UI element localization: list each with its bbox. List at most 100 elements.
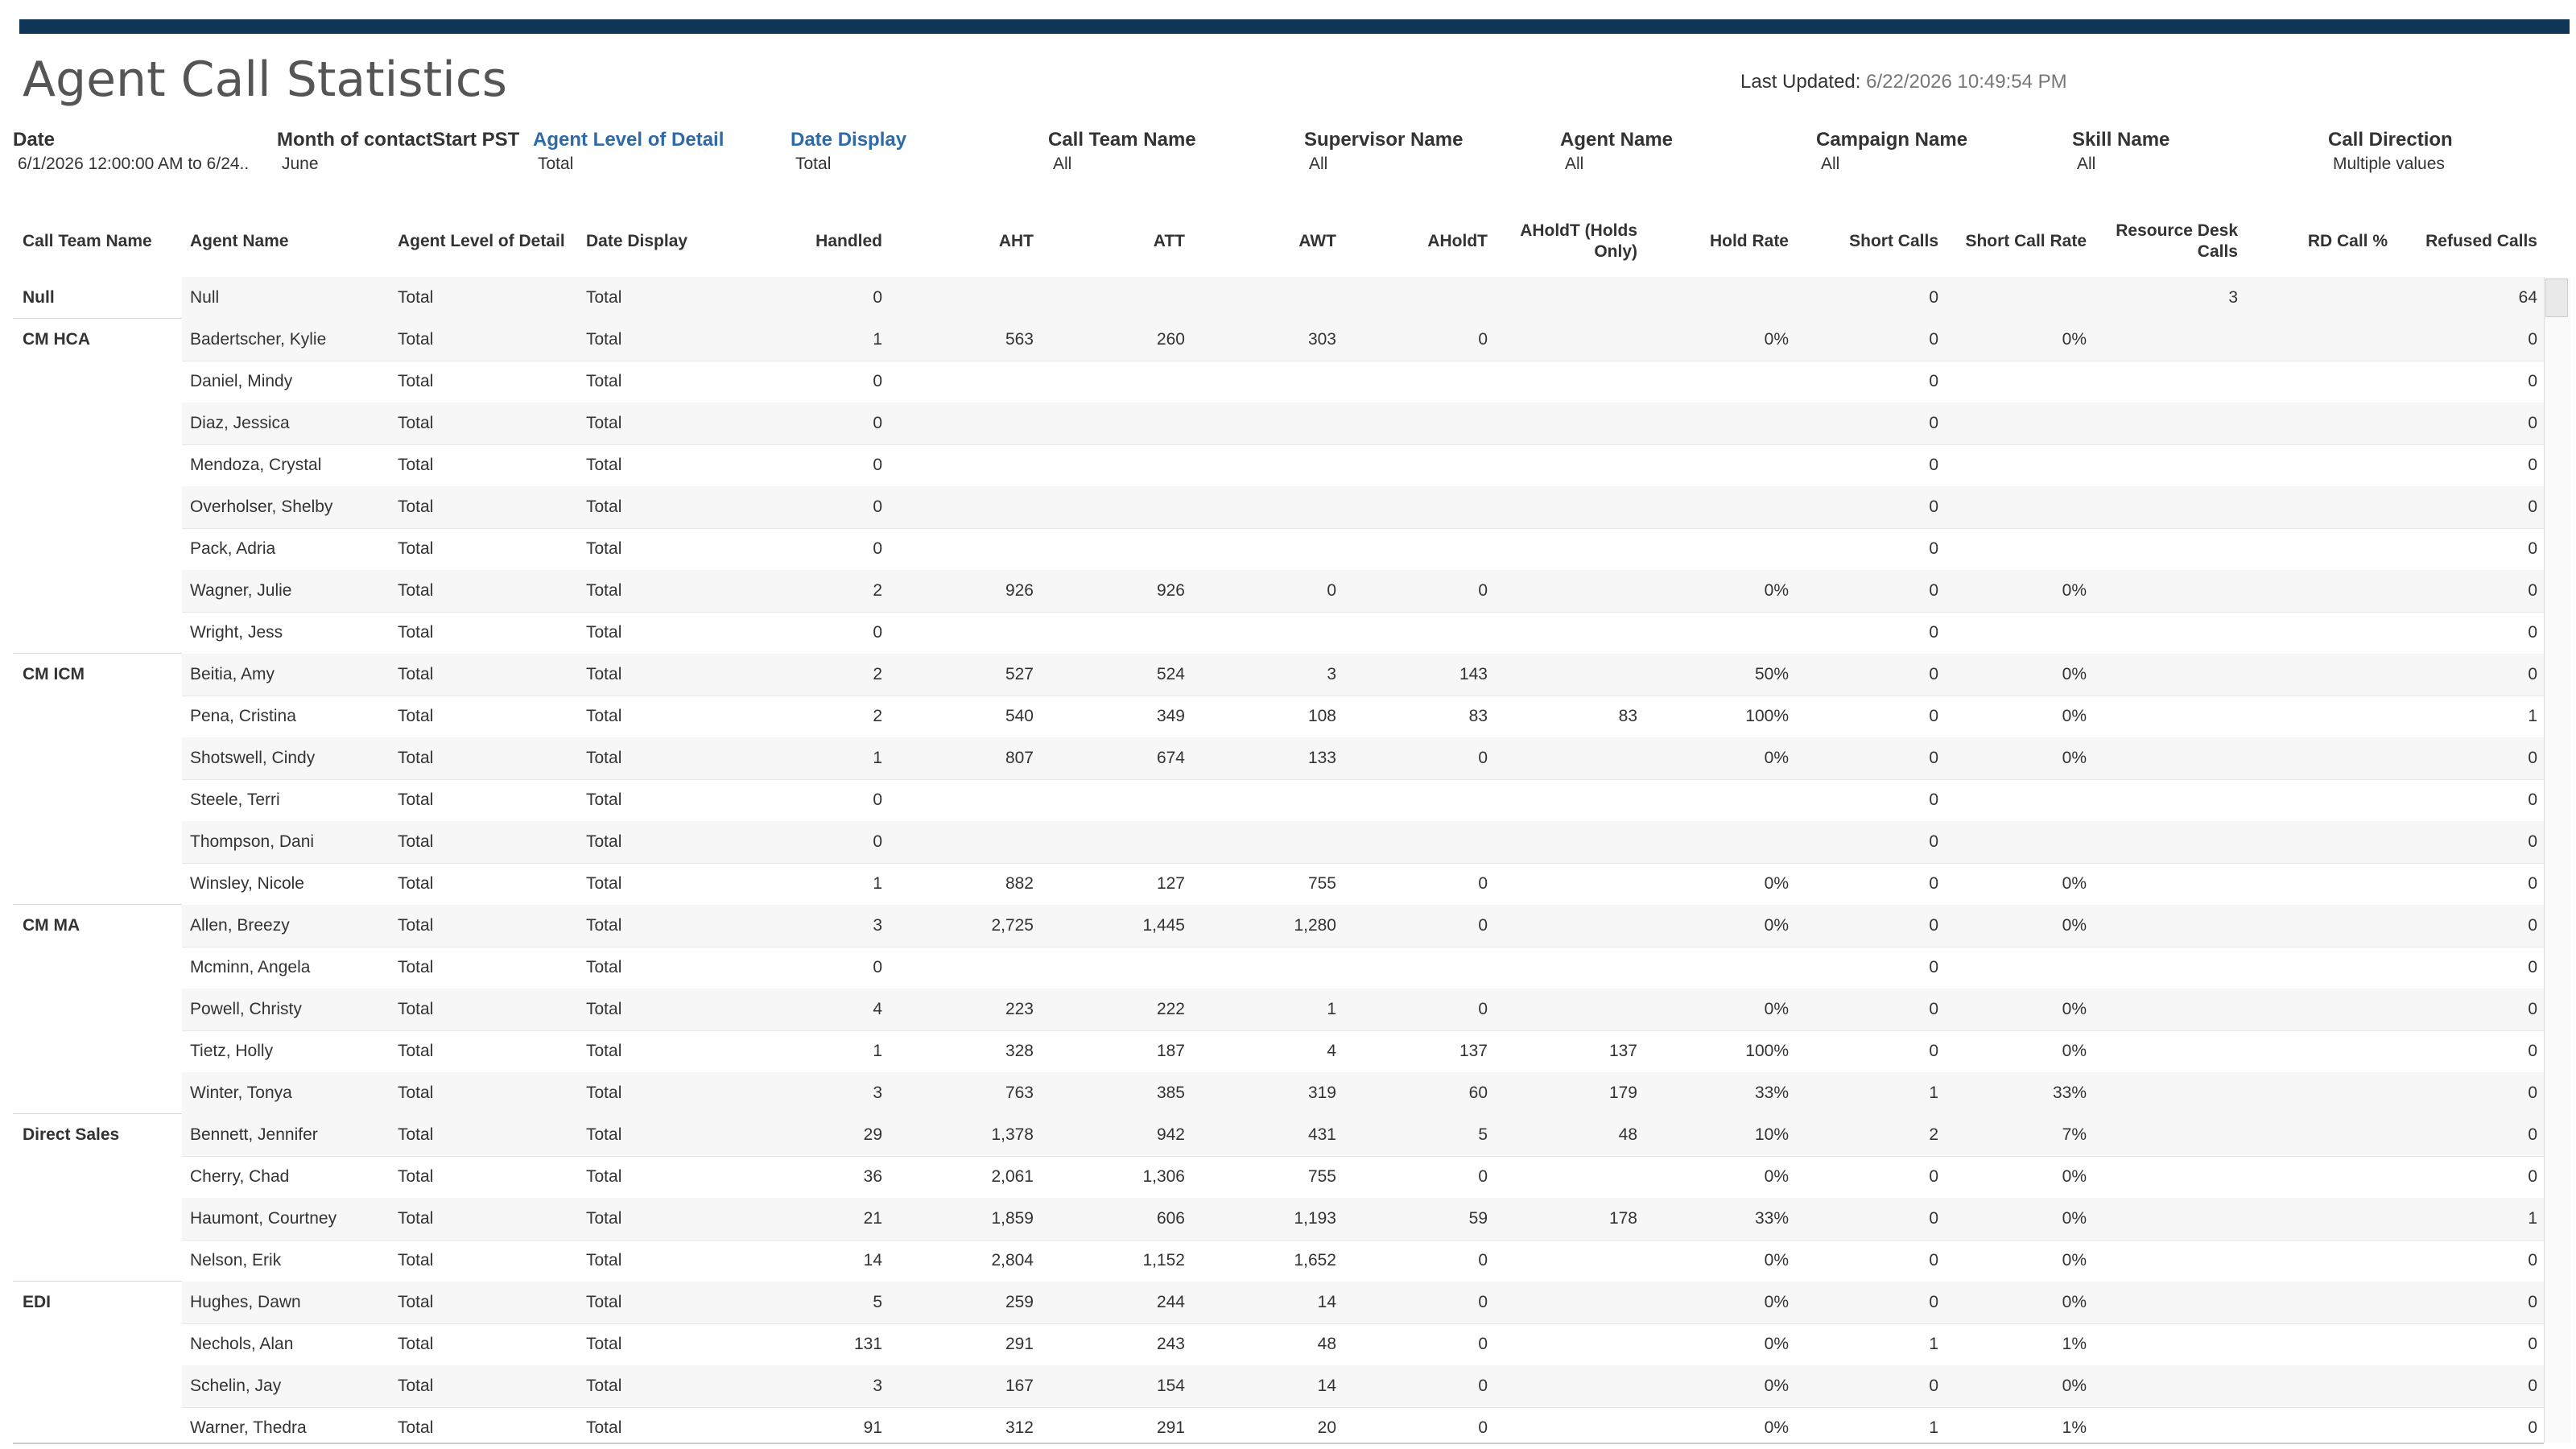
column-header[interactable]: Call Team Name [23,232,152,250]
cell-att: 1,152 [1142,1251,1185,1269]
table-row[interactable]: Schelin, Jay Total Total 3 167 154 14 0 0% 0 0% 0 [13,1365,2544,1408]
column-header[interactable]: Agent Level of Detail [398,232,565,250]
cell-date: Total [586,1251,622,1269]
cell-short-call-rate: 0% [2062,330,2087,349]
cell-short-call-rate [1942,277,2087,319]
filter-value[interactable]: All [1565,155,1584,173]
cell-rd-pct [2243,1198,2388,1240]
cell-agent: Nechols, Alan [190,1335,294,1353]
table-row[interactable]: Warner, Thedra Total Total 91 312 291 20 0 0% 1 1%… [13,1407,2544,1443]
table-row[interactable]: Wagner, Julie Total Total 2 926 926 0 0 0% 0 0% 0 [13,570,2544,613]
cell-level: Total [398,539,434,558]
table-row[interactable]: Mendoza, Crystal Total Total 0 0 0 [13,444,2544,487]
filter-7[interactable]: Campaign Name All [1816,129,1967,174]
cell-handled: 2 [873,665,882,683]
column-header[interactable]: Short Call Rate [1965,232,2087,250]
table-row[interactable]: Badertscher, Kylie Total Total 1 563 260 303 0 0… [13,319,2544,361]
column-header[interactable]: AHoldT [1427,232,1488,250]
table-row[interactable]: Daniel, Mindy Total Total 0 0 0 [13,361,2544,403]
column-header[interactable]: RD Call % [2307,232,2388,250]
column-header[interactable]: Refused Calls [2425,232,2537,250]
filter-2[interactable]: Agent Level of Detail Total [533,129,724,174]
table-row[interactable]: Thompson, Dani Total Total 0 0 0 [13,821,2544,864]
table-row[interactable]: Tietz, Holly Total Total 1 328 187 4 137 137 100%… [13,1030,2544,1073]
table-row[interactable]: Allen, Breezy Total Total 3 2,725 1,445 1,280 0… [13,905,2544,947]
column-header[interactable]: AWT [1298,232,1336,250]
table-row[interactable]: Nelson, Erik Total Total 14 2,804 1,152 1,652 0… [13,1240,2544,1282]
column-header[interactable]: Agent Name [190,232,289,250]
cell-refused: 0 [2528,1377,2537,1395]
cell-aht: 1,859 [991,1209,1034,1228]
table-row[interactable]: Pena, Cristina Total Total 2 540 349 108 83 83 10… [13,696,2544,738]
table-row[interactable]: Null Total Total 0 0 3 64 [13,277,2544,320]
table-row[interactable]: Hughes, Dawn Total Total 5 259 244 14 0 0% 0 0% 0 [13,1282,2544,1324]
table-row[interactable]: Wright, Jess Total Total 0 0 0 [13,612,2544,654]
cell-rd-pct [2243,612,2388,654]
team-group: CM ICM [13,654,182,905]
vertical-scrollbar[interactable] [2544,277,2570,1443]
cell-aht: 540 [1005,707,1034,725]
cell-aholdt-holds [1492,528,1637,570]
cell-rd-calls [2093,361,2238,402]
filter-value[interactable]: Multiple values [2333,155,2445,173]
table-row[interactable]: Diaz, Jessica Total Total 0 0 0 [13,402,2544,445]
table-row[interactable]: Powell, Christy Total Total 4 223 222 1 0 0% 0 0% 0 [13,989,2544,1031]
cell-att [1040,612,1185,654]
cell-rd-pct [2243,905,2388,947]
column-header[interactable]: Hold Rate [1709,232,1789,250]
table-row[interactable]: Overholser, Shelby Total Total 0 0 0 [13,486,2544,529]
table-row[interactable]: Cherry, Chad Total Total 36 2,061 1,306 755 0 0%… [13,1156,2544,1199]
filter-value[interactable]: Total [795,155,832,173]
cell-rd-calls [2093,696,2238,737]
table-row[interactable]: Pack, Adria Total Total 0 0 0 [13,528,2544,571]
cell-aholdt: 0 [1478,749,1488,767]
table-row[interactable]: Bennett, Jennifer Total Total 29 1,378 942 431… [13,1114,2544,1157]
table-row[interactable]: Haumont, Courtney Total Total 21 1,859 606 1,1… [13,1198,2544,1241]
filter-value[interactable]: All [1309,155,1328,173]
filter-9[interactable]: Call Direction Multiple values [2328,129,2453,174]
cell-agent: Allen, Breezy [190,916,290,935]
cell-aht [890,402,1034,444]
table-row[interactable]: Mcminn, Angela Total Total 0 0 0 [13,947,2544,989]
filter-8[interactable]: Skill Name All [2072,129,2169,174]
filter-value[interactable]: June [282,155,319,173]
cell-handled: 0 [873,958,882,976]
column-header[interactable]: Short Calls [1849,232,1938,250]
cell-aholdt-holds: 178 [1608,1209,1637,1228]
table-row[interactable]: Winter, Tonya Total Total 3 763 385 319 60 179 33… [13,1072,2544,1115]
cell-aholdt [1343,361,1488,402]
column-header[interactable]: AHT [998,232,1034,250]
filter-value[interactable]: 6/1/2026 12:00:00 AM to 6/24.. [18,155,250,173]
cell-short-call-rate: 0% [2062,1377,2087,1395]
filter-value[interactable]: All [1053,155,1072,173]
cell-handled: 0 [873,414,882,432]
cell-date: Total [586,581,622,600]
table-row[interactable]: Nechols, Alan Total Total 131 291 243 48 0 0% 1 1%… [13,1323,2544,1366]
cell-short-call-rate: 0% [2062,581,2087,600]
column-header[interactable]: Date Display [586,232,688,250]
cell-att: 260 [1156,330,1185,349]
cell-aht [890,612,1034,654]
column-header[interactable]: AHoldT (Holds Only) [1520,221,1637,261]
filter-value[interactable]: Total [538,155,574,173]
cell-handled: 0 [873,623,882,642]
table-row[interactable]: Beitia, Amy Total Total 2 527 524 3 143 50% 0 0% 0 [13,654,2544,696]
cell-agent: Hughes, Dawn [190,1293,301,1311]
filter-value[interactable]: All [2077,155,2096,173]
filter-1[interactable]: Month of contactStart PST June [277,129,519,174]
cell-level: Total [398,497,434,516]
table-row[interactable]: Steele, Terri Total Total 0 0 0 [13,779,2544,822]
filter-3[interactable]: Date Display Total [791,129,906,174]
table-row[interactable]: Shotswell, Cindy Total Total 1 807 674 133 0 0% 0… [13,737,2544,780]
column-header[interactable]: Handled [815,232,882,250]
filter-4[interactable]: Call Team Name All [1048,129,1196,174]
filter-6[interactable]: Agent Name All [1560,129,1673,174]
filter-5[interactable]: Supervisor Name All [1304,129,1463,174]
scrollbar-thumb[interactable] [2545,279,2568,317]
filter-value[interactable]: All [1821,155,1840,173]
cell-refused: 0 [2528,497,2537,516]
column-header[interactable]: Resource Desk Calls [2116,221,2238,261]
column-header[interactable]: ATT [1153,232,1185,250]
filter-0[interactable]: Date 6/1/2026 12:00:00 AM to 6/24.. [13,129,249,174]
table-row[interactable]: Winsley, Nicole Total Total 1 882 127 755 0 0% 0 0… [13,863,2544,906]
